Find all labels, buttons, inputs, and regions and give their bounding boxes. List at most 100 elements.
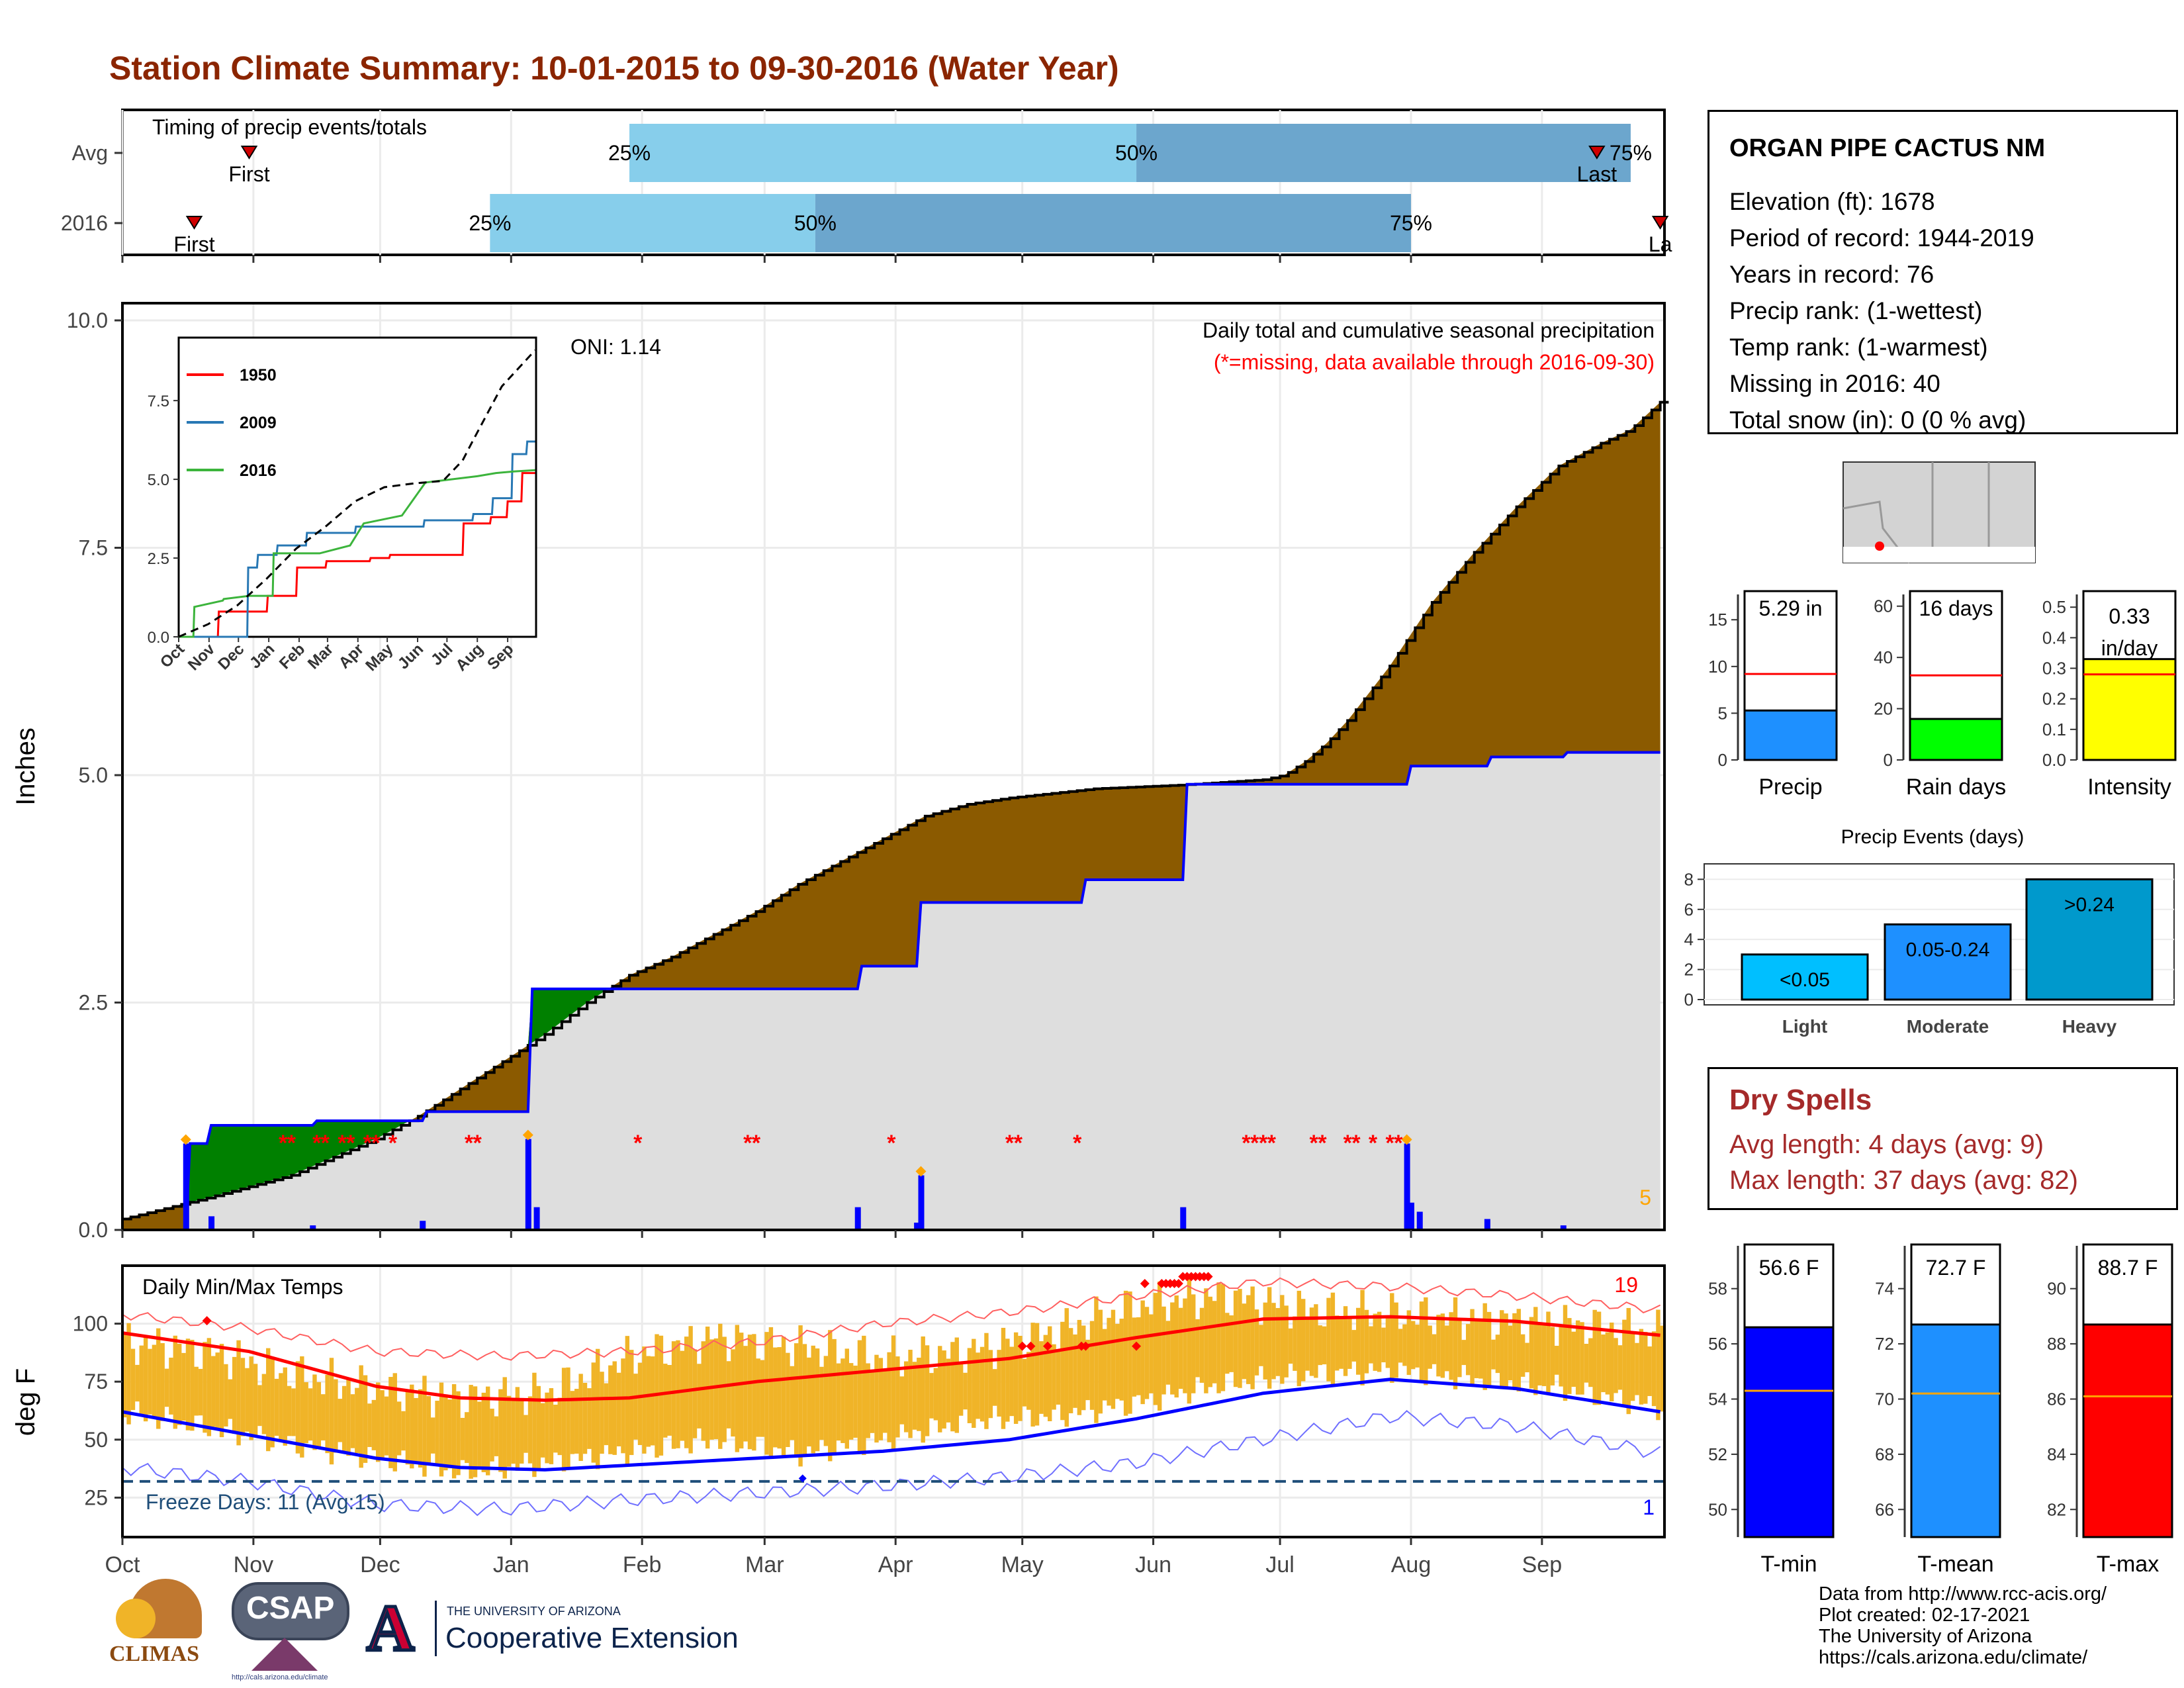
temp-daily-bar: [604, 1383, 609, 1446]
temp-daily-bar: [219, 1344, 224, 1438]
temp-daily-bar: [329, 1358, 334, 1465]
temp-daily-bar: [1584, 1344, 1589, 1383]
temp-daily-bar: [1297, 1290, 1302, 1387]
temp-daily-bar: [1305, 1316, 1310, 1371]
temp-daily-bar: [1259, 1325, 1263, 1366]
temp-daily-bar: [1165, 1321, 1171, 1385]
temp-daily-bar: [1410, 1321, 1416, 1370]
inset-legend-label: 1950: [240, 366, 277, 385]
precip-events-ytick-label: 6: [1684, 900, 1694, 919]
temp-daily-bar: [642, 1346, 647, 1454]
temp-daily-bar: [616, 1372, 621, 1446]
temp-daily-bar: [1064, 1308, 1069, 1427]
station-precip-rank: Precip rank: (1-wettest): [1729, 297, 1983, 324]
temp-daily-bar: [1077, 1319, 1082, 1415]
missing-day-marker: *: [338, 1131, 347, 1156]
timing-first-label: First: [228, 162, 269, 186]
ua-a-icon: A: [365, 1591, 416, 1665]
precip-daily-marker: [1401, 1134, 1412, 1145]
temp-ytick-label: 100: [73, 1312, 108, 1336]
precip-ytick-label: 2.5: [79, 991, 108, 1015]
timing-p50-label: 50%: [1115, 141, 1158, 165]
temp-daily-bar: [346, 1380, 351, 1456]
temp-daily-bar: [954, 1337, 959, 1433]
missing-day-marker: *: [1259, 1131, 1268, 1156]
precip-missing-note: (*=missing, data available through 2016-…: [1214, 350, 1655, 374]
csap-logo: CSAP http://cals.arizona.edu/climate: [232, 1582, 351, 1681]
temp-daily-bar: [1052, 1344, 1056, 1410]
temp-daily-bar: [1520, 1334, 1525, 1377]
missing-day-marker: *: [743, 1131, 752, 1156]
footer-data-source: Data from http://www.rcc-acis.org/: [1819, 1583, 2107, 1605]
precip-ytick-label: 0.0: [79, 1218, 108, 1242]
temp-daily-bar: [1500, 1310, 1504, 1389]
temp-daily-bar: [950, 1342, 955, 1432]
temp-daily-bar: [1351, 1330, 1357, 1362]
precip-events-bar: [1741, 953, 1869, 1001]
temp-daily-bar: [341, 1385, 347, 1451]
temp-summary-value-label: 72.7 F: [1926, 1256, 1986, 1280]
temp-daily-bar: [1242, 1303, 1247, 1380]
missing-day-marker: *: [1014, 1131, 1023, 1156]
temp-daily-bar: [752, 1334, 756, 1451]
precip-avg-line: [122, 400, 1669, 1221]
temp-daily-bar: [1580, 1322, 1584, 1395]
missing-day-marker: *: [633, 1131, 643, 1156]
temp-daily-bar: [747, 1335, 752, 1450]
temp-daily-bar: [1605, 1332, 1610, 1395]
temp-daily-bar: [600, 1372, 604, 1454]
summary-ytick-label: 0: [1718, 750, 1727, 770]
missing-day-marker: *: [279, 1131, 288, 1156]
temp-daily-bar: [1048, 1326, 1052, 1422]
inset-ytick-label: 7.5: [148, 393, 169, 410]
month-label: Apr: [878, 1552, 913, 1577]
temp-daily-bar: [862, 1335, 866, 1456]
precip-daily-bar: [1404, 1143, 1410, 1230]
precip-daily-marker: [522, 1129, 533, 1141]
summary-ytick-label: 10: [1708, 657, 1727, 677]
month-label: Mar: [745, 1552, 784, 1577]
temp-daily-bar: [570, 1391, 575, 1454]
precip-events-bar-label: <0.05: [1780, 969, 1830, 991]
precip-daily-marker: [180, 1134, 191, 1145]
temp-daily-bar: [912, 1362, 917, 1430]
precip-daily-bar: [914, 1223, 921, 1230]
temp-daily-bar: [1174, 1295, 1179, 1398]
temp-daily-bar: [1474, 1321, 1479, 1378]
footer-university: The University of Arizona: [1819, 1626, 2032, 1647]
temp-daily-bar: [1132, 1317, 1137, 1397]
temp-daily-bar: [173, 1335, 178, 1429]
temp-daily-bar: [392, 1373, 397, 1472]
temp-daily-bar: [1102, 1329, 1107, 1401]
temp-daily-bar: [498, 1389, 503, 1472]
temp-daily-bar: [485, 1386, 490, 1476]
temp-daily-bar: [891, 1335, 896, 1452]
temp-daily-bar: [773, 1347, 778, 1448]
temp-daily-bar: [1436, 1315, 1441, 1377]
timing-label: Timing of precip events/totals: [152, 115, 427, 139]
temp-daily-bar: [1085, 1339, 1090, 1401]
temp-ylabel: deg F: [11, 1368, 40, 1436]
temp-daily-bar: [435, 1401, 439, 1465]
temp-daily-bar: [811, 1345, 815, 1454]
temp-daily-bar: [667, 1365, 672, 1436]
station-lines: Elevation (ft): 1678 Period of record: 1…: [1729, 183, 2034, 438]
chart-title: Station Climate Summary: 10-01-2015 to 0…: [109, 50, 1119, 87]
temp-daily-bar: [768, 1327, 774, 1459]
temp-daily-bar: [363, 1375, 368, 1463]
map-state-border: [1843, 500, 1911, 563]
temp-daily-bar: [1140, 1300, 1145, 1405]
temp-daily-bar: [502, 1377, 507, 1479]
temp-daily-bar: [181, 1352, 186, 1421]
oni-label: ONI: 1.14: [570, 335, 661, 359]
temp-daily-bar: [1491, 1339, 1496, 1370]
temp-daily-bar: [249, 1356, 253, 1440]
temp-daily-bar: [828, 1330, 833, 1462]
summary-ytick-label: 40: [1874, 647, 1893, 667]
temp-daily-bar: [1394, 1302, 1398, 1378]
temp-daily-bar: [1271, 1303, 1276, 1380]
temp-daily-bar: [1183, 1298, 1187, 1393]
temp-daily-bar: [1335, 1315, 1340, 1371]
temp-daily-bar: [798, 1325, 803, 1467]
